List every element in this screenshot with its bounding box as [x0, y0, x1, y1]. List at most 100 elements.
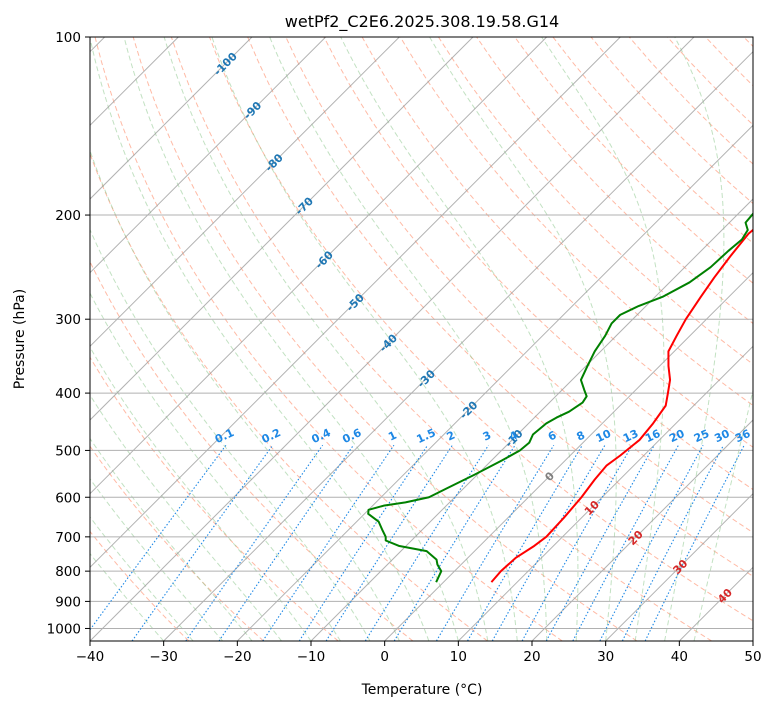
- isotherm-line: [90, 37, 400, 348]
- mixing-ratio-line: [185, 444, 324, 641]
- mixing-ratio-label: 1: [386, 429, 398, 444]
- isotherm-line: [90, 37, 253, 200]
- mixing-ratio-label: 20: [667, 427, 687, 445]
- mixing-ratio-line: [298, 444, 429, 641]
- dewpoint-profile: [367, 212, 753, 583]
- chart-title: wetPf2_C2E6.2025.308.19.58.G14: [285, 12, 559, 32]
- isotherm-line: [605, 492, 753, 641]
- plot-area: -100-90-80-70-60-50-40-30-20-10010203040…: [89, 36, 754, 642]
- y-axis-label: Pressure (hPa): [12, 289, 28, 389]
- moist-adiabat-line: [211, 37, 518, 641]
- isotherm-line: [310, 198, 753, 641]
- moist-adiabat-line: [123, 37, 459, 641]
- isotherms: [90, 37, 753, 641]
- mixing-ratio-line: [364, 444, 489, 641]
- dry-adiabat-line: [90, 260, 414, 641]
- mixing-ratio-line: [90, 444, 227, 631]
- isotherm-label: -40: [377, 331, 400, 354]
- mixing-ratio-line: [545, 444, 655, 641]
- dry-adiabats: [90, 37, 753, 641]
- dry-adiabat-line: [90, 445, 264, 641]
- dry-adiabat-line: [90, 152, 488, 641]
- x-tick-label: 30: [597, 649, 614, 665]
- dry-adiabat-line: [323, 37, 753, 491]
- y-tick-label: 1000: [47, 621, 81, 637]
- mixing-ratio-label: 0.6: [340, 426, 363, 446]
- isotherm-line: [678, 566, 753, 641]
- x-tick-label: 20: [523, 649, 540, 665]
- moist-adiabat-line: [90, 37, 430, 641]
- dry-adiabat-line: [399, 37, 753, 407]
- mixing-ratio-label: 0.2: [260, 426, 283, 446]
- y-tick-label: 500: [55, 443, 81, 459]
- mixing-ratio-line: [218, 444, 354, 641]
- isotherm-line: [384, 271, 753, 641]
- isotherm-label: -20: [457, 398, 480, 421]
- x-tick-label: 0: [380, 649, 389, 665]
- mixing-ratio-line: [393, 444, 516, 641]
- mixing-ratio-line: [435, 444, 555, 641]
- isotherm-line: [752, 640, 753, 641]
- mixing-ratio-line: [644, 444, 745, 641]
- mixing-ratio-label: 2: [445, 429, 457, 444]
- y-axis: 100 200 300 400 500 600 700 800 900 1000: [47, 30, 90, 637]
- moist-adiabat-line: [163, 37, 489, 641]
- mixing-ratio-line: [491, 444, 606, 641]
- moist-adiabat-line: [269, 37, 548, 641]
- isotherm-label: 10: [582, 498, 602, 518]
- mixing-ratio-label: 6: [546, 428, 559, 443]
- isotherm-line: [236, 124, 753, 641]
- mixing-ratio-label: 16: [643, 427, 663, 445]
- x-axis-label: Temperature (°C): [361, 682, 483, 698]
- y-tick-label: 900: [55, 594, 81, 610]
- isotherm-line: [90, 37, 327, 274]
- y-tick-label: 400: [55, 386, 81, 402]
- isotherm-line: [90, 37, 474, 421]
- isotherm-label: 30: [670, 557, 690, 577]
- dry-adiabat-line: [476, 37, 753, 325]
- dry-adiabat-line: [705, 37, 753, 87]
- dry-adiabat-line: [438, 37, 753, 365]
- mixing-ratio-label: 36: [733, 427, 753, 445]
- dry-adiabat-line: [743, 37, 753, 48]
- y-tick-label: 700: [55, 530, 81, 546]
- isotherm-label: 0: [542, 469, 557, 484]
- isotherm-line: [90, 37, 548, 495]
- dry-adiabat-line: [90, 356, 339, 641]
- moist-adiabat-line: [90, 437, 253, 641]
- plot-frame: [89, 36, 754, 642]
- y-tick-label: 100: [55, 30, 81, 46]
- mixing-ratio-label: 3: [481, 429, 493, 444]
- dry-adiabat-line: [90, 530, 190, 641]
- moist-adiabat-line: [429, 37, 617, 641]
- x-tick-label: 10: [450, 649, 467, 665]
- mixing-ratio-label: 25: [692, 427, 711, 445]
- isotherm-label: -100: [211, 50, 240, 79]
- dry-adiabat-line: [590, 37, 753, 205]
- mixing-ratio-line: [131, 444, 274, 641]
- x-tick-label: 40: [671, 649, 688, 665]
- x-tick-label: −20: [223, 649, 252, 665]
- isotherm-label: 40: [715, 586, 735, 606]
- x-tick-label: −10: [297, 649, 326, 665]
- moist-adiabat-line: [90, 552, 165, 641]
- dry-adiabat-line: [170, 37, 712, 641]
- isotherm-line: [163, 50, 753, 641]
- moist-adiabat-line: [90, 292, 341, 641]
- mixing-ratio-line: [325, 444, 453, 641]
- mixing-ratio-line: [521, 444, 633, 641]
- dry-adiabat-line: [552, 37, 753, 244]
- moist-adiabat-line: [90, 149, 400, 641]
- moist-adiabat-line: [541, 37, 665, 641]
- x-axis: −40 −30 −20 −10 0 10 20 30 40 50: [76, 641, 762, 665]
- y-tick-label: 200: [55, 208, 81, 224]
- moist-adiabat-line: [90, 478, 223, 641]
- mixing-ratio-line: [262, 444, 395, 641]
- y-tick-label: 300: [55, 312, 81, 328]
- isotherm-line: [457, 345, 753, 641]
- mixing-ratio-label: 8: [575, 429, 587, 444]
- mixing-ratio-label: 30: [712, 427, 732, 445]
- mixing-ratio-label: 0.4: [310, 426, 333, 446]
- x-tick-label: 50: [744, 649, 761, 665]
